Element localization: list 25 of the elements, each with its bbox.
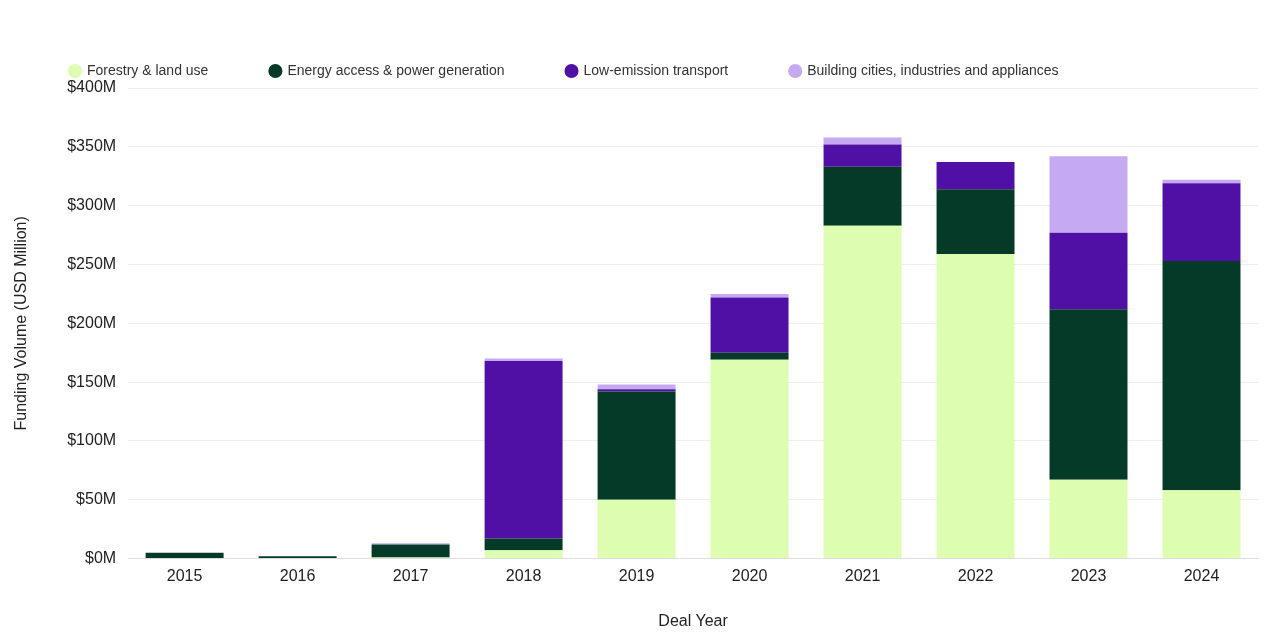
x-tick-label: 2020 bbox=[731, 566, 768, 584]
x-tick-label: 2017 bbox=[392, 566, 429, 584]
y-tick-label: $100M bbox=[67, 431, 117, 449]
y-tick-label: $0M bbox=[85, 549, 117, 567]
x-tick-label: 2024 bbox=[1183, 566, 1220, 584]
x-tick-label: 2015 bbox=[166, 566, 203, 584]
y-tick-label: $400M bbox=[67, 78, 117, 96]
x-tick-label: 2018 bbox=[505, 566, 542, 584]
y-tick-label: $150M bbox=[67, 372, 117, 390]
y-tick-label: $350M bbox=[67, 137, 117, 155]
x-tick-label: 2016 bbox=[279, 566, 316, 584]
y-tick-label: $250M bbox=[67, 254, 117, 272]
x-tick-label: 2022 bbox=[957, 566, 994, 584]
y-axis-title: Funding Volume (USD Million) bbox=[12, 216, 30, 431]
y-tick-label: $200M bbox=[67, 313, 117, 331]
legend-label: Energy access & power generation bbox=[287, 61, 505, 78]
x-tick-label: 2023 bbox=[1070, 566, 1107, 584]
x-tick-label: 2019 bbox=[618, 566, 655, 584]
legend-label: Forestry & land use bbox=[87, 61, 209, 78]
y-tick-label: $50M bbox=[76, 490, 117, 508]
legend-label: Low-emission transport bbox=[583, 61, 729, 78]
x-axis-title: Deal Year bbox=[658, 611, 729, 629]
x-tick-label: 2021 bbox=[844, 566, 881, 584]
y-tick-label: $300M bbox=[67, 196, 117, 214]
legend-label: Building cities, industries and appliances bbox=[807, 61, 1059, 78]
